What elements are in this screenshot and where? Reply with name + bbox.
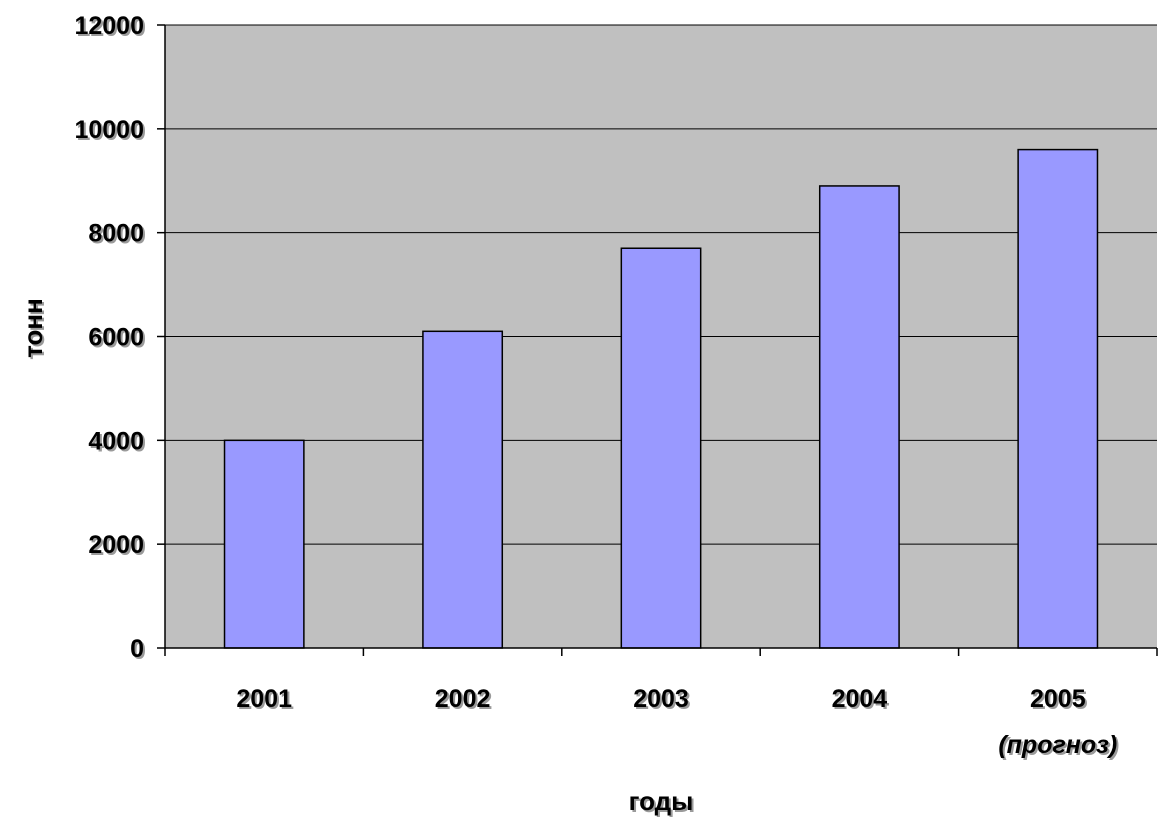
x-axis-title: годы <box>629 786 694 816</box>
y-tick-label-shadow: 0 <box>132 637 146 665</box>
x-tick-note: (прогноз) <box>998 731 1117 759</box>
y-tick-labels: 0020002000400040006000600080008000100001… <box>74 12 146 665</box>
x-axis-ticks <box>164 648 1158 656</box>
y-axis-title-shadow: тонн <box>20 300 50 360</box>
x-tick-note-shadow: (прогноз) <box>1000 733 1119 761</box>
x-tick-label: 2005 <box>1030 685 1086 713</box>
x-tick-label: 2001 <box>236 685 292 713</box>
y-tick-label-shadow: 2000 <box>90 533 146 561</box>
bar-2001 <box>223 439 305 649</box>
bar-2003 <box>620 247 702 649</box>
y-tick-label: 2000 <box>88 531 144 559</box>
y-tick-label-shadow: 4000 <box>90 429 146 457</box>
bar-2002 <box>422 330 504 649</box>
x-tick-label-shadow: 2001 <box>238 687 294 715</box>
y-axis-title: тонн <box>18 298 48 358</box>
x-tick-label: 2003 <box>633 685 689 713</box>
y-tick-label: 0 <box>130 635 144 663</box>
bar-2005 <box>1017 148 1099 649</box>
y-tick-label: 12000 <box>74 12 144 40</box>
y-tick-label: 8000 <box>88 220 144 248</box>
y-tick-label-shadow: 10000 <box>76 118 146 146</box>
bars <box>223 148 1099 649</box>
x-tick-label-shadow: 2004 <box>834 687 890 715</box>
x-tick-label: 2004 <box>832 685 888 713</box>
x-tick-label-shadow: 2002 <box>437 687 493 715</box>
x-tick-label-shadow: 2005 <box>1032 687 1088 715</box>
x-tick-label: 2002 <box>435 685 491 713</box>
y-tick-label: 4000 <box>88 427 144 455</box>
y-axis-ticks <box>157 24 165 649</box>
y-tick-label: 6000 <box>88 324 144 352</box>
x-axis-title-shadow: годы <box>631 788 696 817</box>
y-tick-label-shadow: 12000 <box>76 14 146 42</box>
y-tick-label-shadow: 8000 <box>90 222 146 250</box>
y-tick-label: 10000 <box>74 116 144 144</box>
x-tick-label-shadow: 2003 <box>635 687 691 715</box>
bar-2004 <box>818 185 900 649</box>
y-tick-label-shadow: 6000 <box>90 326 146 354</box>
